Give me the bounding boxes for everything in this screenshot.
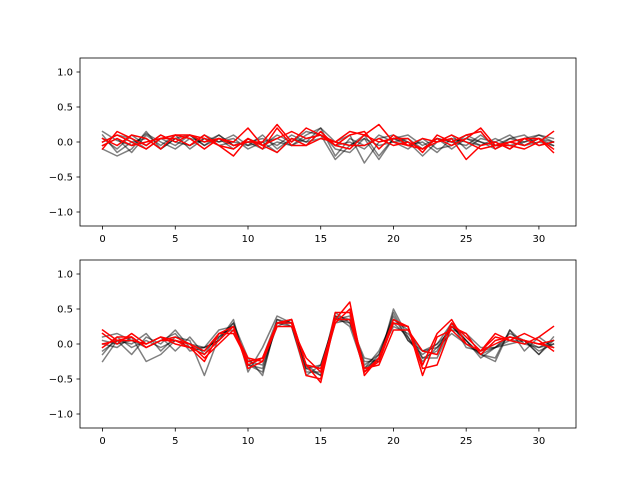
series-group	[101, 123, 555, 164]
x-tick-label: 5	[172, 436, 178, 447]
x-tick-label: 15	[314, 436, 327, 447]
y-tick-label: 0.5	[57, 305, 73, 316]
x-tick-label: 0	[99, 234, 105, 245]
series-line-9	[101, 134, 555, 154]
x-tick-label: 10	[242, 436, 255, 447]
y-tick-label: −1.0	[49, 208, 73, 219]
y-tick-label: −0.5	[49, 173, 73, 184]
x-tick-label: 30	[533, 436, 546, 447]
y-tick-label: 0.0	[57, 340, 73, 351]
x-tick-label: 30	[533, 234, 546, 245]
x-tick-label: 0	[99, 436, 105, 447]
x-tick-label: 20	[387, 234, 400, 245]
x-tick-label: 10	[242, 234, 255, 245]
y-tick-label: 1.0	[57, 270, 73, 281]
x-tick-label: 25	[460, 234, 473, 245]
x-tick-label: 20	[387, 436, 400, 447]
series-line-9	[101, 308, 555, 373]
y-tick-label: 1.0	[57, 68, 73, 79]
series-line-8	[101, 318, 555, 373]
x-tick-label: 15	[314, 234, 327, 245]
x-tick-label: 25	[460, 436, 473, 447]
y-tick-label: 0.5	[57, 103, 73, 114]
y-tick-label: −1.0	[49, 410, 73, 421]
y-tick-label: 0.0	[57, 138, 73, 149]
y-tick-label: −0.5	[49, 375, 73, 386]
bottom-axes: 0 5 10 15 20 25 30 −1.0 −0.5 0.0 0.5 1.0	[49, 259, 577, 447]
series-group	[101, 301, 555, 384]
series-line-8	[101, 123, 555, 154]
x-tick-label: 5	[172, 234, 178, 245]
top-axes: 0 5 10 15 20 25 30 −1.0 −0.5 0.0 0.5 1.0	[49, 57, 577, 245]
